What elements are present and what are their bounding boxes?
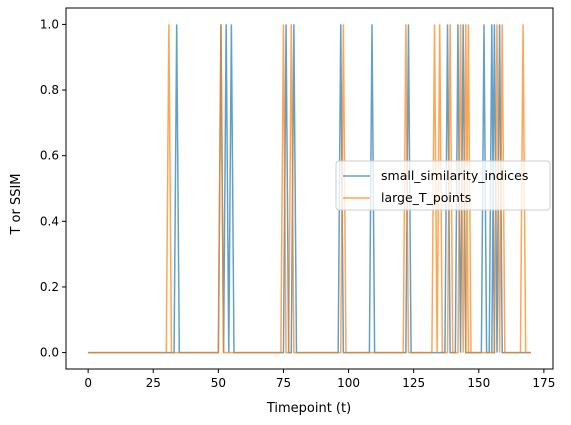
y-axis-label: T or SSIM [9, 173, 24, 235]
y-tick-label: 0.2 [40, 280, 59, 294]
y-tick-label: 0.4 [40, 214, 59, 228]
x-tick-label: 125 [402, 376, 425, 390]
legend-label-large-t-points: large_T_points [381, 190, 471, 205]
x-tick-label: 50 [211, 376, 226, 390]
x-tick-label: 100 [337, 376, 360, 390]
x-tick-label: 75 [276, 376, 291, 390]
legend: small_similarity_indices large_T_points [335, 160, 551, 211]
x-axis-label: Timepoint (t) [266, 401, 351, 416]
x-tick-label: 150 [467, 376, 490, 390]
y-tick-label: 0.8 [40, 83, 59, 97]
y-tick-label: 0.0 [40, 346, 59, 360]
y-tick-label: 1.0 [40, 17, 59, 31]
axes-border [65, 7, 554, 370]
x-tick-label: 175 [532, 376, 555, 390]
x-tick-label: 25 [146, 376, 161, 390]
legend-frame [335, 160, 551, 211]
y-axis-ticks: 0.0 0.2 0.4 0.6 0.8 1.0 [40, 17, 66, 360]
y-tick-label: 0.6 [40, 149, 59, 163]
x-tick-label: 0 [84, 376, 92, 390]
x-axis-ticks: 0 25 50 75 100 125 150 175 [84, 369, 555, 390]
axes-frame [65, 7, 554, 370]
legend-label-small-similarity-indices: small_similarity_indices [381, 168, 528, 183]
